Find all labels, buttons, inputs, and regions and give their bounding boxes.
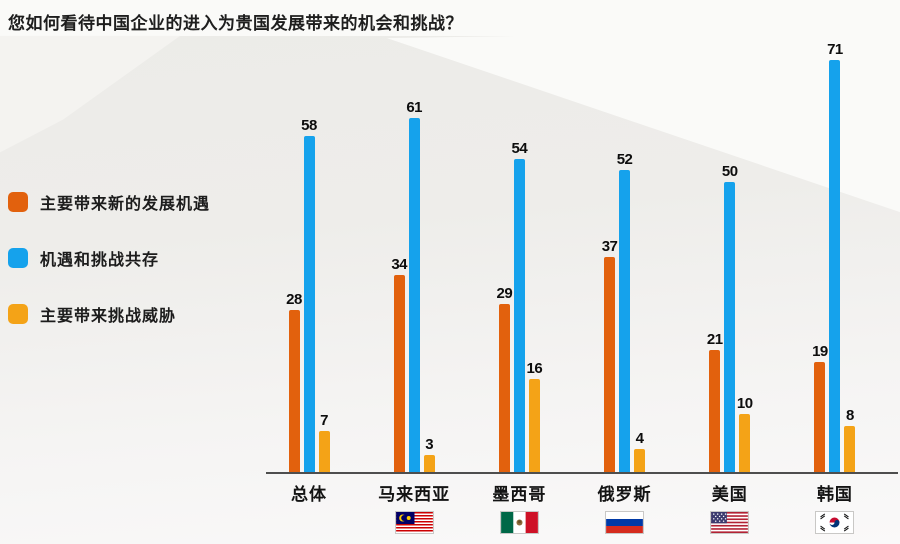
value-label: 54 [511,139,528,157]
value-label: 4 [635,429,644,447]
legend-item-opportunity: 主要带来新的发展机遇 [8,190,210,214]
threat-swatch-icon [8,304,28,324]
value-label: 21 [706,331,723,349]
value-label: 71 [827,41,843,59]
category-cell: 韩国 [800,480,870,533]
bar-group: 29 54 16 [484,140,554,472]
legend-item-label: 主要带来挑战威胁 [40,308,177,325]
value-label: 50 [721,163,738,180]
bar: 54 [512,140,528,472]
category-label: 马来西亚 [378,485,451,504]
value-label: 28 [286,290,302,308]
category-label: 总体 [291,485,327,504]
bar: 21 [707,331,723,472]
value-label: 29 [496,284,513,302]
south-korea-flag-icon [816,512,854,533]
category-cell: 总体 [274,480,344,533]
value-label: 58 [301,116,317,134]
category-label: 美国 [711,485,748,504]
category-cell: 美国 [695,480,765,533]
value-label: 34 [391,255,408,273]
bar: 34 [391,256,408,472]
plot-area: 28 58 7 34 61 3 29 54 16 37 52 4 21 50 10 19 71 8 [266,40,898,472]
russia-flag-icon [606,512,644,533]
bar: 8 [844,407,856,472]
category-label: 韩国 [816,485,853,504]
bar-group: 19 71 8 [800,41,870,472]
bar: 10 [737,395,753,472]
bar: 19 [812,343,828,472]
chart-title: 您如何看待中国企业的进入为贵国发展带来的机会和挑战？ [8,14,463,33]
bar: 52 [617,151,633,472]
bar: 16 [527,360,543,472]
bar: 50 [722,163,738,472]
legend-item-threat: 主要带来挑战威胁 [8,302,210,326]
bar: 3 [423,436,435,472]
value-label: 37 [601,238,618,256]
malaysia-flag-icon [395,512,433,533]
bar: 28 [286,291,302,472]
value-label: 61 [406,99,423,117]
bar: 61 [406,99,423,472]
bar-group: 28 58 7 [274,117,344,472]
legend-item-coexist: 机遇和挑战共存 [8,246,210,270]
value-label: 10 [736,395,753,412]
value-label: 19 [812,342,828,360]
legend-item-label: 主要带来新的发展机遇 [40,196,211,213]
category-cell: 俄罗斯 [590,480,660,533]
bar: 29 [497,285,513,472]
value-label: 3 [425,435,434,453]
x-axis-line [266,472,898,474]
usa-flag-icon [711,512,749,533]
bar: 71 [827,41,843,472]
category-label: 俄罗斯 [597,485,652,504]
opportunity-swatch-icon [8,192,28,212]
category-label: 墨西哥 [492,485,547,504]
flag-spacer [291,512,328,533]
category-cell: 墨西哥 [484,480,554,533]
bar: 7 [318,412,330,472]
value-label: 7 [320,412,328,430]
category-cell: 马来西亚 [378,480,451,533]
legend: 主要带来新的发展机遇 机遇和挑战共存 主要带来挑战威胁 [8,190,210,326]
bar-group: 37 52 4 [590,151,660,472]
bar: 37 [602,238,618,472]
categories-row: 总体 马来西亚 墨西哥 俄罗斯 美国 韩国 [266,480,898,533]
bar: 58 [301,117,317,472]
bar-group: 21 50 10 [695,163,765,472]
mexico-flag-icon [500,512,538,533]
bar-chart: 28 58 7 34 61 3 29 54 16 37 52 4 21 50 10 19 71 8 总体 马来西亚 墨… [266,40,898,544]
bar-group: 34 61 3 [379,99,449,472]
value-label: 8 [846,406,854,424]
coexist-swatch-icon [8,248,28,268]
value-label: 52 [616,151,633,169]
legend-item-label: 机遇和挑战共存 [40,252,160,269]
bar: 4 [634,430,646,472]
value-label: 16 [526,360,543,378]
